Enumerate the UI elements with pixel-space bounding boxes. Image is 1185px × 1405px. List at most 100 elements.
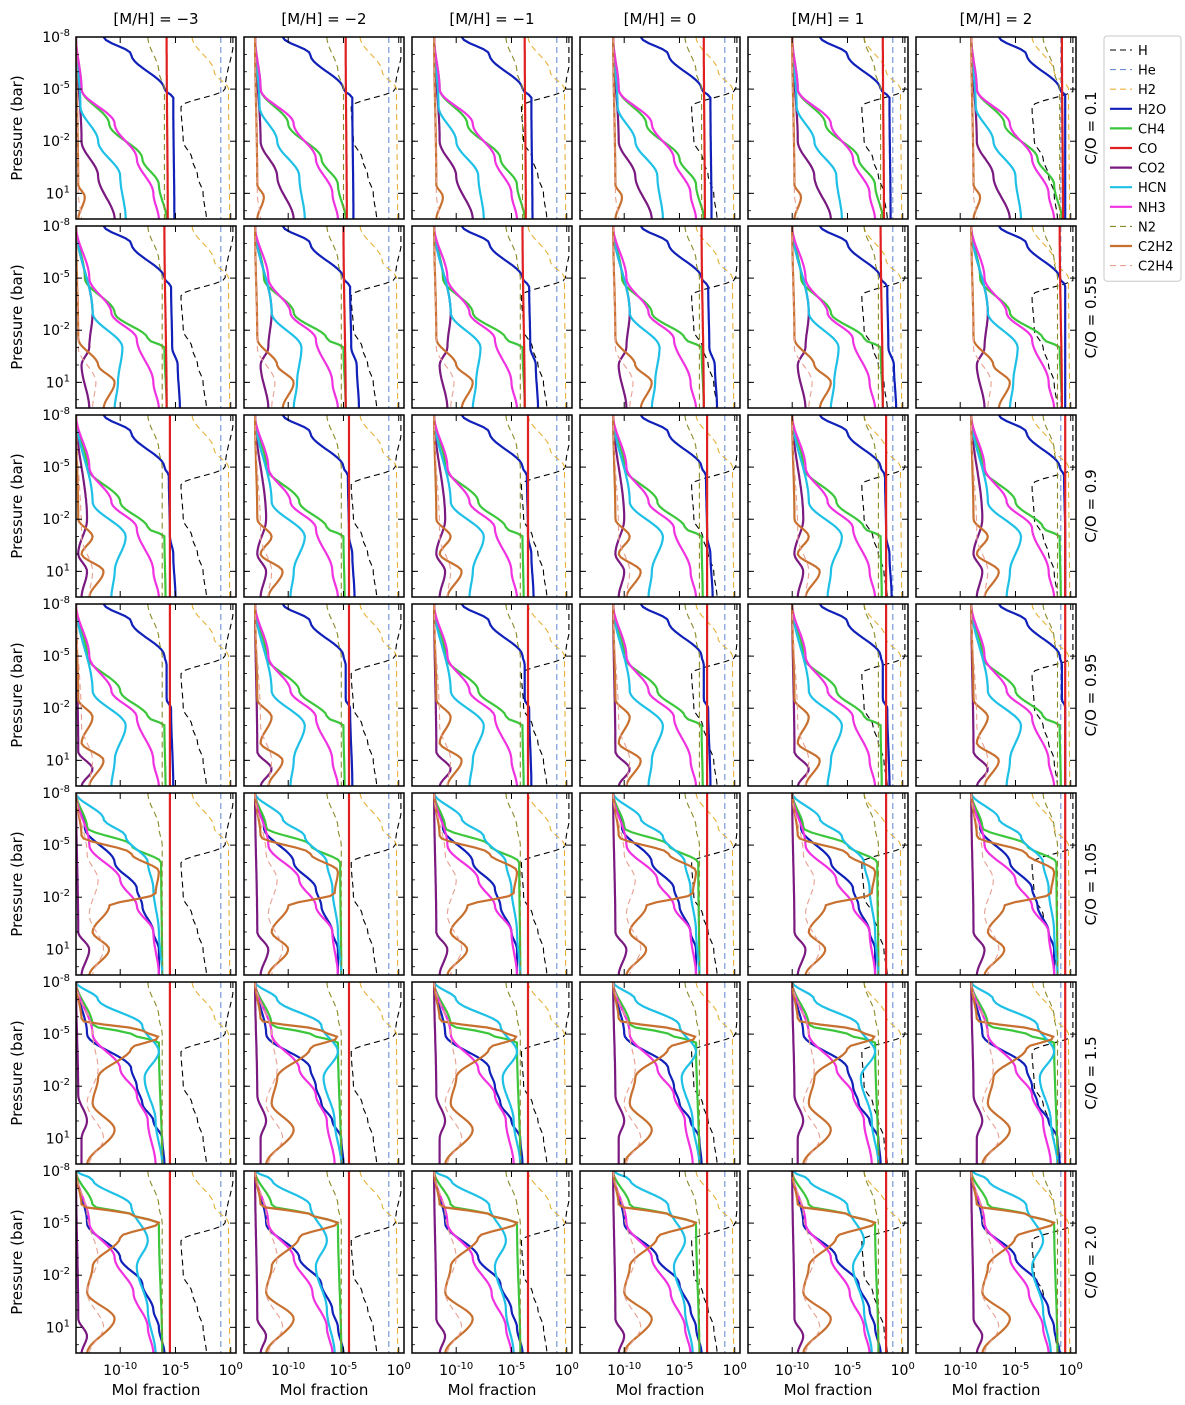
profile-hcn [254,793,343,975]
y-axis-label: Pressure (bar) [8,642,26,747]
profile-h2o [818,37,892,219]
y-tick-label: 10-8 [42,1162,70,1180]
profile-c2h4 [433,1171,463,1353]
y-axis-label: Pressure (bar) [8,264,26,369]
profile-h2 [191,1171,231,1353]
legend-label-ch4: CH4 [1138,122,1165,137]
panel-frame [243,36,405,220]
profile-c2h4 [76,604,94,786]
profile-n2 [505,604,521,786]
profile-n2 [1042,37,1061,219]
y-tick-label: 10-5 [42,836,70,854]
y-tick-label: 10-8 [42,973,70,991]
panel-lines [612,226,738,408]
profile-h [691,415,738,597]
profile-co2 [433,793,449,975]
profile-nh3 [433,1171,513,1353]
profile-ch4 [254,604,346,786]
profile-co [702,37,706,219]
panel-frame [243,792,405,976]
x-axis-label: Mol fraction [616,1381,705,1399]
profile-c2h2 [970,793,1056,975]
panel-lines [612,982,738,1164]
x-tick-label: 100 [555,1361,579,1379]
profile-h2 [1031,982,1071,1164]
profile-n2 [147,226,163,408]
profile-ch4 [612,982,701,1164]
profile-h2 [1031,226,1071,408]
panel-lines [612,415,738,597]
panel-frame [747,36,909,220]
panel-lines [970,226,1074,408]
profile-h2 [527,604,567,786]
profile-hcn [76,37,127,219]
x-tick-label: 100 [219,1361,243,1379]
panel-r2-c2 [243,225,405,409]
panel-frame [579,36,741,220]
profile-c2h2 [612,982,697,1164]
panel-frame [411,792,573,976]
profile-c2h4 [254,982,284,1164]
profile-n2 [505,37,524,219]
profile-co2 [433,415,447,597]
profile-ch4 [970,604,1062,786]
profile-hcn [970,415,1023,597]
profile-c2h2 [254,793,340,975]
profile-nh3 [433,37,519,219]
profile-h [691,1171,738,1353]
panel-r2-c3 [411,225,573,409]
panel-frame [747,981,909,1165]
profile-hcn [76,982,164,1164]
profile-h2 [527,415,567,597]
panel-r5-c1: 10-8 10-5 10-2 101 [42,784,237,976]
profile-h [691,37,738,219]
profile-nh3 [254,415,339,597]
y-axis-label: Pressure (bar) [8,1209,26,1314]
profile-h [520,982,570,1164]
panel-frame [747,792,909,976]
profile-h2 [695,604,735,786]
profile-h2 [695,982,735,1164]
profile-hcn [254,604,306,786]
profile-hcn [433,226,482,408]
profile-n2 [147,1171,163,1353]
profile-hcn [433,604,485,786]
profile-h2o [818,226,898,408]
profile-n2 [505,1171,521,1353]
profile-h2o [281,226,360,408]
panel-frame [75,225,237,409]
profile-nh3 [970,226,1056,408]
profile-c2h4 [433,415,452,597]
profile-co2 [612,415,626,597]
profile-h2o [970,1171,1061,1353]
profile-nh3 [612,604,698,786]
profile-hcn [433,37,485,219]
profile-hcn [76,226,124,408]
panel-r1-c1: 10-8 10-5 10-2 101 [42,28,237,220]
column-title: [M/H] = 0 [624,10,697,28]
panel-lines [791,1171,906,1353]
profile-co [163,226,168,408]
x-tick-label: 10-10 [607,1361,641,1379]
profile-h2 [527,982,567,1164]
panel-r1-c4 [579,36,741,220]
profile-h [861,604,906,786]
profile-n2 [863,1171,879,1353]
panel-frame [411,36,573,220]
profile-hcn [791,415,844,597]
y-tick-label: 101 [46,184,70,202]
profile-c2h2 [433,1171,519,1353]
profile-c2h4 [970,1171,1000,1353]
profile-hcn [612,37,664,219]
x-tick-label: 100 [387,1361,411,1379]
profile-h2o [639,226,719,408]
profile-co [1058,226,1063,408]
panel-frame [75,792,237,976]
panel-lines [612,37,738,219]
y-axis-label: Pressure (bar) [8,1020,26,1125]
panel-frame [915,1170,1077,1354]
profile-co2 [433,1171,447,1353]
legend-label-c2h2: C2H2 [1138,240,1173,255]
profile-nh3 [791,793,877,975]
